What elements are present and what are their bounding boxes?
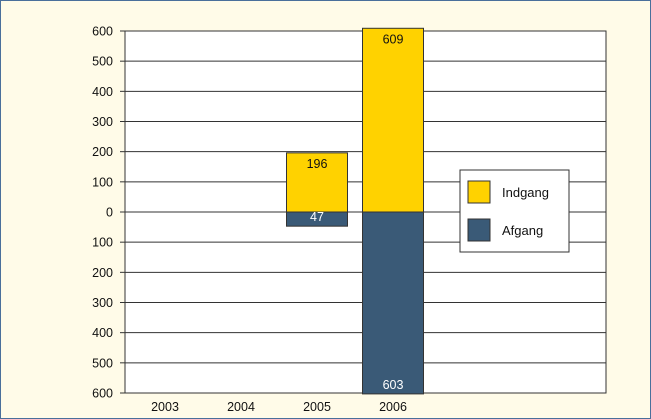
y-tick-label: 500: [92, 356, 113, 370]
data-label: 47: [310, 210, 324, 224]
y-tick-label: 500: [92, 55, 113, 69]
legend-swatch-indgang: [467, 180, 491, 204]
bars: [286, 27, 424, 395]
legend-label-afgang: Afgang: [502, 223, 543, 238]
y-tick-label: 400: [92, 85, 113, 99]
y-tick-label: 600: [92, 387, 113, 401]
data-label: 609: [383, 32, 404, 46]
x-tick-label: 2005: [303, 400, 331, 414]
y-tick-label: 100: [92, 236, 113, 250]
y-tick-label: 300: [92, 115, 113, 129]
legend-swatch-afgang: [467, 218, 491, 242]
y-tick-label: 200: [92, 145, 113, 159]
y-axis-ticks: 600 500 400 300 200 100 0 100 200 300 400 500 600: [92, 25, 113, 401]
data-label: 603: [383, 378, 404, 392]
data-label: 196: [307, 157, 328, 171]
x-tick-label: 2003: [151, 400, 179, 414]
x-tick-label: 2006: [379, 400, 407, 414]
bar-afgang-2006: [362, 211, 424, 395]
y-tick-label: 100: [92, 175, 113, 189]
bar-afgang-2005: [286, 211, 348, 227]
legend: Indgang Afgang: [459, 169, 570, 253]
y-tick-label: 200: [92, 266, 113, 280]
y-tick-label: 300: [92, 296, 113, 310]
y-tick-label: 400: [92, 326, 113, 340]
x-axis-ticks: 2003 2004 2005 2006: [151, 400, 407, 414]
x-tick-label: 2004: [227, 400, 255, 414]
y-tick-label: 600: [92, 25, 113, 39]
legend-label-indgang: Indgang: [502, 185, 549, 200]
bar-indgang-2006: [362, 27, 424, 213]
y-tick-label: 0: [106, 206, 113, 220]
data-labels: 196 609 47 603: [307, 32, 404, 392]
